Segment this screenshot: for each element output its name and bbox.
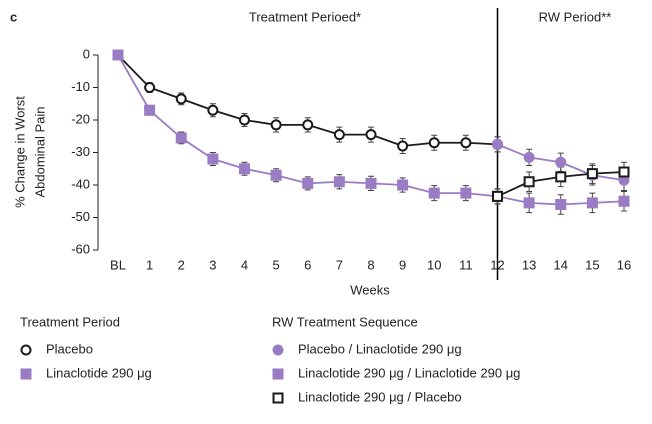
data-point: [523, 197, 535, 209]
x-tick-label: BL: [110, 257, 126, 272]
annotation: RW Period**: [539, 9, 612, 24]
x-tick-label: 7: [336, 257, 343, 272]
annotation: Treatment Perioed*: [249, 9, 361, 24]
data-point: [302, 177, 314, 189]
data-point: [618, 166, 630, 178]
data-point: [555, 199, 567, 210]
data-point: [460, 187, 472, 199]
data-point: [112, 49, 124, 61]
x-tick-label: 3: [209, 257, 216, 272]
x-tick-label: 16: [617, 257, 631, 272]
legend-label: Placebo: [46, 341, 93, 356]
data-point: [523, 151, 535, 163]
data-point: [144, 104, 156, 116]
data-point: [302, 119, 314, 131]
y-axis-title: % Change in Worst: [12, 96, 27, 208]
data-point: [270, 119, 282, 131]
data-point: [428, 137, 440, 149]
x-tick-label: 9: [399, 257, 406, 272]
y-tick-label: -10: [71, 79, 90, 94]
data-point: [175, 93, 187, 105]
data-point: [586, 197, 598, 209]
legend-label: Linaclotide 290 μg: [46, 365, 152, 380]
y-axis-title: Abdominal Pain: [32, 106, 47, 197]
data-point: [207, 153, 219, 165]
legend-heading: RW Treatment Sequence: [272, 314, 418, 329]
x-tick-label: 4: [241, 257, 248, 272]
data-point: [523, 176, 535, 188]
data-point: [555, 156, 567, 168]
legend-label: Placebo / Linaclotide 290 μg: [298, 341, 462, 356]
y-tick-label: -40: [71, 176, 90, 191]
data-point: [365, 177, 377, 189]
x-axis-title: Weeks: [350, 282, 390, 297]
data-point: [618, 195, 630, 207]
x-tick-label: 14: [554, 257, 568, 272]
data-point: [333, 129, 345, 141]
legend-marker: [272, 344, 284, 356]
y-tick-label: 0: [83, 46, 90, 61]
x-tick-label: 2: [178, 257, 185, 272]
data-point: [397, 140, 409, 152]
data-point: [428, 187, 440, 199]
data-point: [239, 163, 250, 175]
data-point: [270, 169, 282, 181]
x-tick-label: 5: [273, 257, 280, 272]
y-tick-label: -60: [71, 241, 90, 256]
data-point: [175, 132, 187, 144]
x-tick-label: 11: [459, 257, 473, 272]
legend-marker: [272, 392, 284, 404]
data-point: [239, 114, 250, 126]
data-point: [207, 104, 219, 116]
legend-label: Linaclotide 290 μg / Placebo: [298, 389, 462, 404]
legend-label: Linaclotide 290 μg / Linaclotide 290 μg: [298, 365, 520, 380]
x-tick-label: 6: [304, 257, 311, 272]
legend-heading: Treatment Period: [20, 314, 120, 329]
y-tick-label: -30: [71, 144, 90, 159]
x-tick-label: 15: [585, 257, 599, 272]
data-point: [144, 82, 156, 93]
data-point: [397, 179, 409, 191]
x-tick-label: 13: [522, 257, 536, 272]
data-point: [333, 176, 345, 188]
data-point: [555, 171, 567, 183]
x-tick-label: 10: [427, 257, 441, 272]
legend-marker: [20, 368, 32, 380]
x-tick-label: 1: [146, 257, 153, 272]
data-point: [492, 190, 503, 202]
x-tick-label: 8: [367, 257, 374, 272]
legend-marker: [20, 344, 32, 356]
y-tick-label: -50: [71, 209, 90, 224]
panel-label: c: [10, 9, 17, 24]
data-point: [365, 129, 377, 141]
data-point: [460, 137, 472, 149]
data-point: [586, 168, 598, 180]
legend-marker: [272, 368, 284, 380]
y-tick-label: -20: [71, 111, 90, 126]
data-point: [492, 138, 503, 150]
